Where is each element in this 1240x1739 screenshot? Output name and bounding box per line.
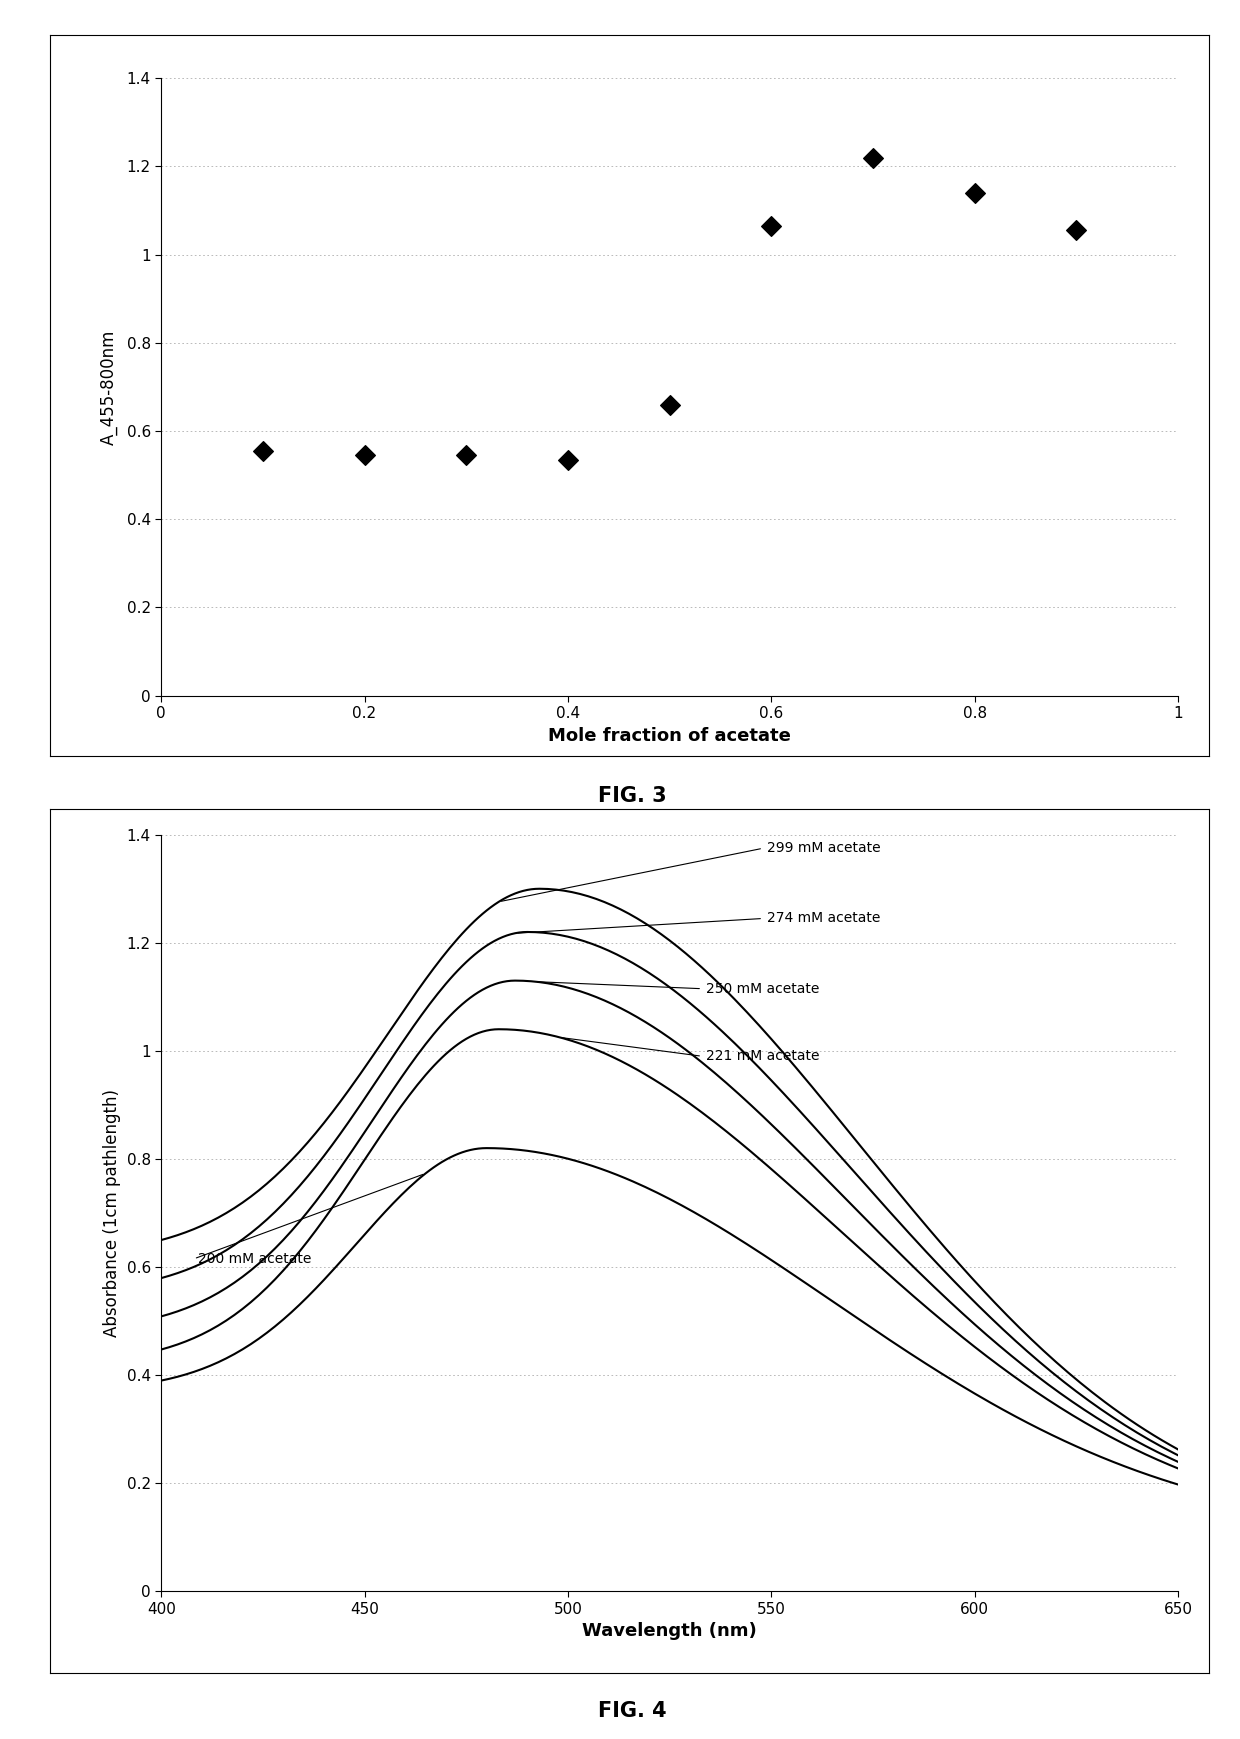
- Point: [863, 144, 883, 172]
- Point: [965, 179, 985, 207]
- Point: [253, 436, 273, 464]
- Text: FIG. 4: FIG. 4: [598, 1701, 667, 1722]
- Point: [660, 391, 680, 419]
- Text: 250 mM acetate: 250 mM acetate: [707, 983, 820, 996]
- Y-axis label: A_455-800nm: A_455-800nm: [100, 329, 118, 445]
- X-axis label: Mole fraction of acetate: Mole fraction of acetate: [548, 727, 791, 744]
- Text: 221 mM acetate: 221 mM acetate: [707, 1049, 820, 1063]
- Point: [1066, 216, 1086, 243]
- Point: [761, 212, 781, 240]
- Text: 274 mM acetate: 274 mM acetate: [768, 911, 880, 925]
- Y-axis label: Absorbance (1cm pathlength): Absorbance (1cm pathlength): [103, 1089, 122, 1337]
- Point: [355, 442, 374, 470]
- X-axis label: Wavelength (nm): Wavelength (nm): [583, 1622, 756, 1640]
- Text: 200 mM acetate: 200 mM acetate: [198, 1252, 311, 1266]
- Text: 299 mM acetate: 299 mM acetate: [768, 842, 880, 856]
- Point: [456, 442, 476, 470]
- Text: FIG. 3: FIG. 3: [598, 786, 667, 807]
- Point: [558, 445, 578, 473]
